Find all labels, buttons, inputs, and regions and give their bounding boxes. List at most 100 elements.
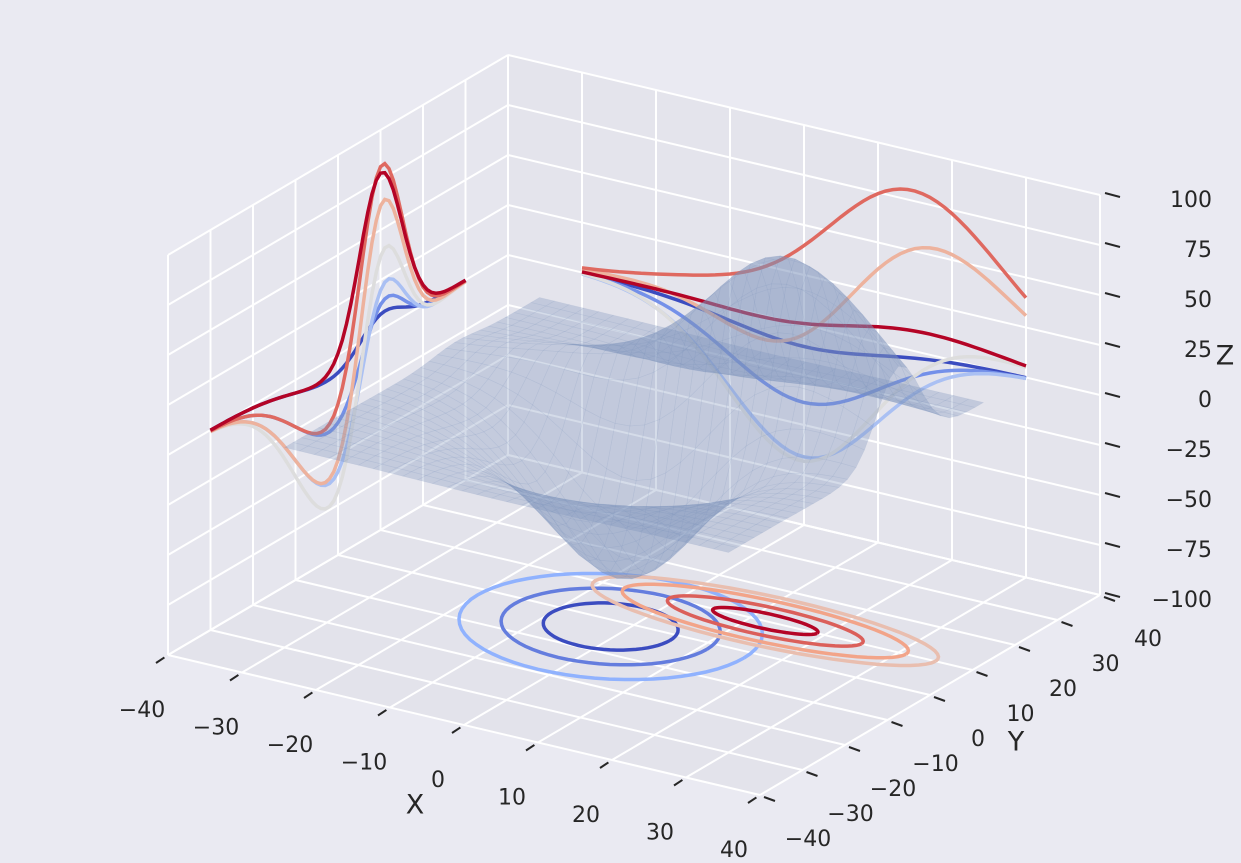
surface-patch — [606, 350, 631, 355]
surface-patch — [658, 508, 684, 515]
surface-patch — [752, 351, 778, 362]
grid-line — [167, 654, 761, 796]
surface-patch — [867, 327, 894, 351]
surface-patch — [766, 428, 791, 464]
surface-patch — [767, 354, 792, 365]
surface-patch — [798, 357, 824, 381]
surface-patch — [546, 335, 572, 342]
surface-patch — [566, 343, 590, 346]
surface-patch — [730, 496, 755, 501]
surface-patch — [489, 446, 515, 466]
surface-patch — [596, 507, 622, 514]
surface-patch — [551, 342, 576, 346]
surface-patch — [718, 295, 743, 369]
surface-patch — [722, 500, 746, 505]
surface-patch — [781, 428, 806, 459]
back-wall-curve — [581, 245, 1028, 343]
surface-patch — [671, 508, 696, 519]
surface-patch — [309, 427, 335, 437]
surface-patch — [792, 288, 817, 341]
surface-patch — [326, 417, 352, 427]
surface-patch — [557, 523, 582, 546]
surface-patch — [723, 525, 749, 535]
surface-patch — [694, 366, 720, 450]
surface-patch — [462, 397, 487, 415]
surface-patch — [417, 377, 443, 390]
surface-patch — [702, 515, 728, 524]
surface-patch — [474, 345, 500, 355]
surface-patch — [575, 540, 601, 561]
surface-patch — [595, 545, 620, 572]
surface-patch — [498, 442, 523, 465]
surface-patch — [693, 519, 719, 528]
surface-patch — [555, 530, 580, 556]
surface-patch — [410, 423, 436, 434]
surface-patch — [598, 348, 622, 355]
surface-patch — [643, 355, 670, 364]
surface-patch — [703, 307, 728, 384]
surface-patch — [770, 482, 796, 490]
surface-patch — [426, 371, 451, 384]
surface-patch — [699, 292, 724, 319]
surface-patch — [353, 438, 379, 448]
surface-patch — [716, 337, 741, 364]
surface-patch — [460, 343, 485, 353]
surface-patch — [662, 525, 688, 535]
surface-patch — [404, 413, 430, 424]
surface-patch — [412, 455, 438, 465]
surface-patch — [525, 323, 551, 333]
tick-mark — [155, 656, 165, 664]
surface-patch — [793, 472, 819, 484]
surface-patch — [693, 317, 718, 347]
surface-patch — [717, 517, 743, 527]
surface-patch — [735, 481, 759, 501]
surface-patch — [720, 270, 745, 287]
tick-mark — [525, 744, 535, 752]
surface-patch — [679, 516, 705, 525]
surface-patch — [493, 485, 518, 493]
surface-patch — [588, 510, 614, 518]
surface-patch — [731, 332, 756, 362]
surface-patch — [506, 482, 531, 500]
surface-patch — [716, 497, 740, 503]
surface-patch — [538, 416, 563, 456]
surface-patch — [690, 352, 716, 364]
surface-patch — [674, 364, 698, 370]
z-tick-label: 25 — [1184, 338, 1212, 363]
surface-patch — [525, 361, 551, 386]
surface-patch — [398, 403, 424, 414]
surface-patch — [531, 331, 558, 339]
surface-patch — [487, 367, 512, 387]
surface-patch — [442, 425, 468, 438]
surface-patch — [521, 302, 547, 312]
surface-patch — [479, 378, 504, 399]
surface-patch — [553, 519, 577, 542]
surface-patch — [530, 339, 555, 343]
surface-patch — [565, 508, 591, 523]
surface-patch — [652, 548, 677, 565]
z-tick-label: 100 — [1170, 188, 1212, 213]
surface-patch — [769, 357, 794, 378]
surface-patch — [558, 504, 584, 512]
surface-patch — [525, 490, 550, 497]
surface-patch — [669, 315, 694, 334]
surface-patch — [774, 498, 800, 506]
surface-patch — [836, 381, 862, 395]
surface-patch — [780, 505, 806, 514]
surface-patch — [584, 338, 611, 347]
surface-patch — [406, 398, 432, 410]
surface-patch — [779, 472, 804, 484]
surface-patch — [648, 325, 674, 336]
surface-patch — [637, 346, 663, 357]
surface-patch — [631, 332, 657, 351]
y-tick-label: −40 — [785, 827, 831, 852]
surface-patch — [959, 398, 985, 408]
surface-patch — [589, 311, 615, 321]
surface-patch — [607, 571, 633, 580]
surface-patch — [684, 510, 709, 546]
surface-patch — [578, 353, 603, 378]
surface-patch — [580, 511, 605, 523]
surface-patch — [757, 507, 783, 516]
surface-patch — [393, 430, 419, 440]
surface-patch — [663, 332, 688, 353]
